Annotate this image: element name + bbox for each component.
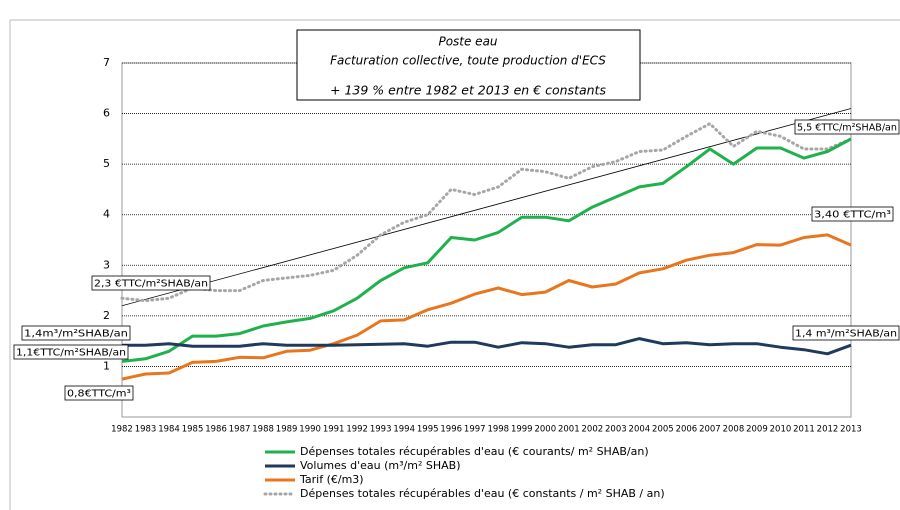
legend-label: Volumes d'eau (m³/m² SHAB) — [300, 459, 460, 472]
x-tick-label: 2003 — [605, 425, 627, 435]
annotation: 0,8€TTC/m³ — [67, 389, 131, 400]
annotation-box — [811, 206, 894, 222]
y-tick-label: 1 — [103, 359, 110, 372]
x-tick-label: 1988 — [252, 425, 274, 435]
y-tick-label: 3 — [103, 258, 110, 271]
chart-title: Poste eau — [438, 35, 497, 49]
trendline — [121, 108, 852, 307]
x-tick-label: 1996 — [440, 425, 462, 435]
series-line — [122, 337, 852, 356]
x-tick-label: 1989 — [276, 425, 298, 435]
annotation: 1,4m³/m²SHAB/an — [24, 329, 128, 340]
x-tick-label: 2013 — [840, 425, 862, 435]
chart-title: Facturation collective, toute production… — [330, 54, 606, 68]
x-tick-label: 1999 — [511, 425, 533, 435]
plot-area — [121, 62, 852, 418]
x-tick-label: 1993 — [370, 425, 392, 435]
x-tick-label: 2011 — [793, 425, 815, 435]
x-tick-label: 1995 — [417, 425, 439, 435]
x-tick-label: 2008 — [723, 425, 745, 435]
annotation: 1,1€TTC/m²SHAB/an — [16, 348, 126, 359]
x-tick-label: 1991 — [323, 425, 345, 435]
annotation: 1,4 m³/m²SHAB/an — [795, 329, 897, 340]
x-tick-label: 2006 — [676, 425, 698, 435]
annotation-box — [792, 325, 900, 341]
title-box — [296, 29, 641, 101]
legend-label: Dépenses totales récupérables d'eau (€ c… — [300, 445, 649, 458]
annotation-box — [64, 385, 134, 401]
x-tick-label: 2010 — [770, 425, 792, 435]
series-line — [120, 122, 853, 303]
series-line — [121, 233, 852, 381]
x-tick-label: 1990 — [299, 425, 321, 435]
series-line — [121, 137, 852, 363]
x-tick-label: 2005 — [652, 425, 674, 435]
legend-label: Dépenses totales récupérables d'eau (€ c… — [300, 487, 665, 500]
x-tick-label: 2012 — [817, 425, 839, 435]
x-tick-label: 2007 — [699, 425, 721, 435]
x-tick-label: 2002 — [582, 425, 604, 435]
x-tick-label: 2001 — [558, 425, 580, 435]
annotation: 3,40 €TTC/m³ — [814, 210, 891, 221]
x-tick-label: 1992 — [346, 425, 368, 435]
x-tick-label: 1994 — [393, 425, 415, 435]
annotation-box — [13, 344, 129, 360]
x-tick-label: 2000 — [534, 425, 556, 435]
annotation-box — [21, 325, 131, 341]
chart-title: + 139 % entre 1982 et 2013 en € constant… — [330, 83, 606, 98]
x-tick-label: 1984 — [158, 425, 180, 435]
y-tick-label: 6 — [103, 107, 110, 120]
annotation: 2,3 €TTC/m²SHAB/an — [94, 279, 208, 290]
x-tick-label: 2004 — [629, 425, 651, 435]
annotation-box — [794, 119, 900, 135]
annotation-box — [91, 275, 211, 291]
x-tick-label: 1985 — [182, 425, 204, 435]
y-tick-label: 2 — [103, 309, 110, 322]
legend-label: Tarif (€/m3) — [299, 473, 364, 486]
x-tick-label: 2009 — [746, 425, 768, 435]
annotation: 5,5 €TTC/m²SHAB/an — [797, 123, 897, 134]
x-tick-label: 1983 — [135, 425, 157, 435]
x-tick-label: 1997 — [464, 425, 486, 435]
x-tick-label: 1986 — [205, 425, 227, 435]
x-tick-label: 1998 — [487, 425, 509, 435]
x-tick-label: 1987 — [229, 425, 251, 435]
x-tick-label: 1982 — [111, 425, 133, 435]
y-tick-label: 7 — [103, 56, 110, 69]
y-tick-label: 5 — [103, 157, 110, 170]
y-tick-label: 4 — [103, 208, 110, 221]
